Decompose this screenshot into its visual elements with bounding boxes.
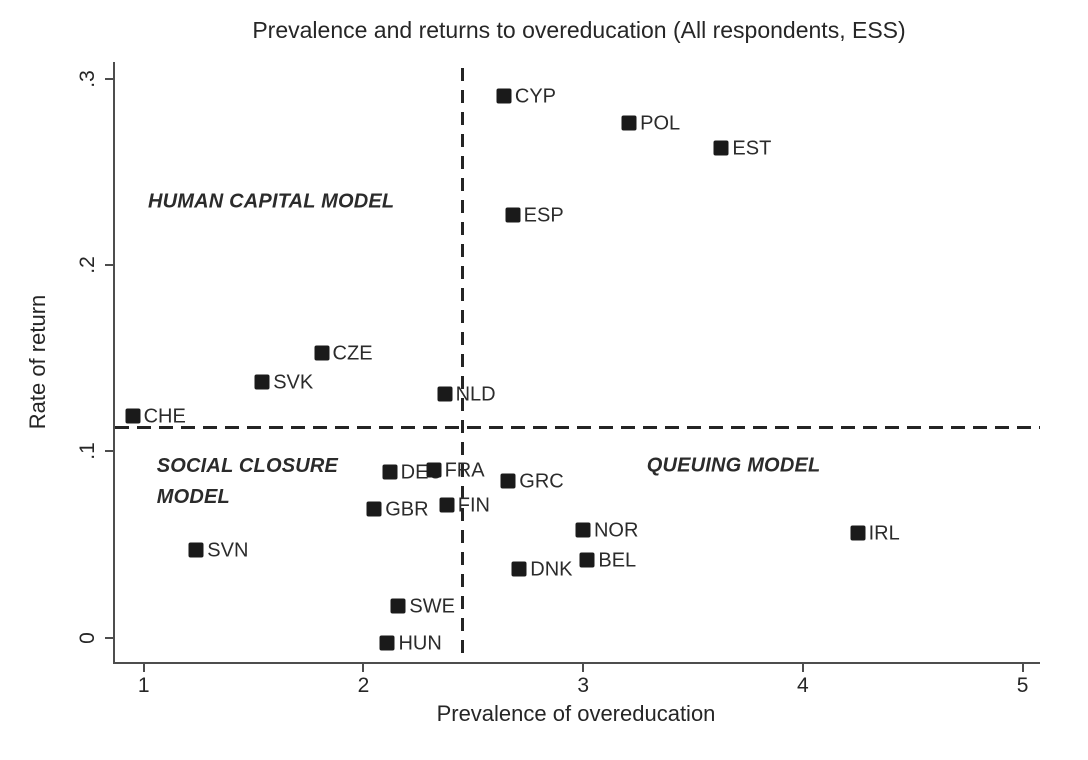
data-point-label-NLD: NLD	[455, 383, 496, 406]
data-point-label-CZE: CZE	[332, 342, 373, 365]
data-point-DEU	[382, 464, 398, 480]
vertical-reference-line	[460, 68, 464, 662]
data-point-label-FRA: FRA	[444, 459, 485, 482]
x-axis-tick-label: 3	[577, 674, 590, 697]
data-point-label-POL: POL	[640, 112, 681, 135]
data-point-label-GRC: GRC	[519, 470, 564, 493]
data-point-SVK	[254, 374, 270, 390]
data-point-label-HUN: HUN	[398, 632, 442, 655]
data-point-ESP	[505, 207, 521, 223]
data-point-label-BEL: BEL	[598, 549, 637, 571]
data-point-HUN	[379, 635, 395, 651]
data-point-label-CHE: CHE	[143, 405, 186, 428]
data-point-CYP	[496, 88, 512, 104]
data-point-FIN	[439, 497, 455, 513]
quadrant-label-queuing-model: QUEUING MODEL	[646, 454, 821, 477]
data-point-CHE	[125, 408, 141, 424]
data-point-label-EST: EST	[732, 137, 772, 160]
y-axis-tick-label: .2	[76, 256, 99, 274]
data-point-label-DNK: DNK	[530, 558, 573, 581]
data-point-label-CYP: CYP	[514, 85, 557, 108]
x-axis-tick	[362, 664, 365, 672]
x-axis-tick-label: 4	[797, 674, 809, 697]
y-axis-tick	[105, 264, 113, 267]
data-point-EST	[713, 140, 729, 156]
data-point-SWE	[390, 598, 406, 614]
x-axis-tick-label: 5	[1016, 674, 1029, 697]
x-axis-tick	[582, 664, 585, 672]
data-point-NLD	[437, 386, 453, 402]
data-point-IRL	[850, 525, 866, 541]
data-point-label-SVK: SVK	[273, 371, 314, 394]
data-point-label-IRL: IRL	[868, 522, 900, 545]
data-point-GBR	[366, 501, 382, 517]
data-point-label-NOR: NOR	[593, 519, 639, 542]
quadrant-label-human-capital-model: HUMAN CAPITAL MODEL	[147, 190, 395, 213]
y-axis-title: Rate of return	[25, 294, 50, 430]
x-axis-tick-label: 1	[137, 674, 150, 697]
data-point-FRA	[426, 462, 442, 478]
data-point-NOR	[575, 522, 591, 538]
data-point-label-ESP: ESP	[523, 204, 564, 227]
y-axis-tick-label: 0	[76, 631, 99, 644]
data-point-CZE	[314, 345, 330, 361]
data-point-BEL	[579, 552, 595, 567]
chart-title: Prevalence and returns to overeducation …	[252, 17, 906, 43]
plot-area: HUMAN CAPITAL MODEL SOCIAL CLOSURE MODEL QU…	[113, 62, 1040, 664]
y-axis-tick	[105, 450, 113, 453]
quadrant-label-social-closure: SOCIAL CLOSURE MODEL	[156, 455, 339, 509]
data-point-DNK	[511, 561, 527, 577]
data-point-label-SVN: SVN	[207, 539, 249, 562]
x-axis-tick-label: 2	[357, 674, 370, 697]
data-point-SVN	[188, 542, 204, 558]
data-point-GRC	[500, 473, 516, 489]
x-axis-tick	[801, 664, 804, 672]
y-axis-tick-label: .3	[76, 70, 99, 88]
y-axis-tick	[105, 77, 113, 80]
data-point-label-GBR: GBR	[385, 498, 429, 521]
y-axis-tick	[105, 636, 113, 639]
data-point-label-FIN: FIN	[457, 494, 490, 517]
x-axis-title: Prevalence of overeducation	[436, 701, 716, 726]
y-axis-tick-label: .1	[76, 442, 99, 461]
horizontal-reference-line	[115, 425, 1040, 429]
data-point-POL	[621, 115, 637, 131]
data-point-label-SWE: SWE	[409, 595, 455, 618]
x-axis-tick	[142, 664, 145, 672]
x-axis-tick	[1021, 664, 1024, 672]
